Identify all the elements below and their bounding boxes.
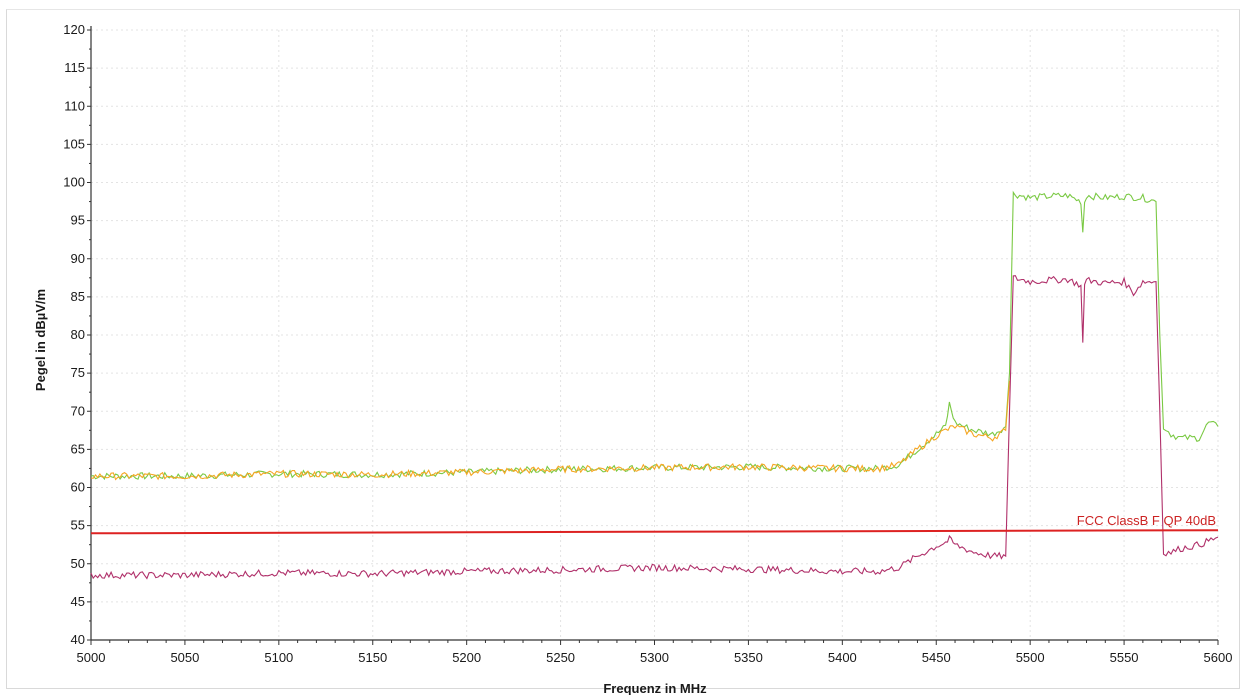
x-tick-label: 5200	[452, 650, 481, 665]
limit-line-label: FCC ClassB F QP 40dB	[1077, 513, 1216, 528]
x-tick-label: 5600	[1204, 650, 1233, 665]
y-tick-labels: 40 45 50 55 60 65 70 75 80 85 90 95 100 105 110 115 120	[63, 22, 85, 647]
y-tick-label: 120	[63, 22, 85, 37]
y-tick-label: 90	[71, 251, 85, 266]
x-tick-label: 5000	[77, 650, 106, 665]
y-tick-label: 40	[71, 632, 85, 647]
x-tick-label: 5500	[1016, 650, 1045, 665]
series-line-2	[90, 275, 1219, 580]
x-axis-title: Frequenz in MHz	[603, 681, 707, 695]
y-tick-label: 95	[71, 213, 85, 228]
y-tick-label: 80	[71, 327, 85, 342]
x-tick-label: 5050	[170, 650, 199, 665]
x-tick-label: 5250	[546, 650, 575, 665]
x-tick-labels: 5000 5050 5100 5150 5200 5250 5300 5350 5400 5450…	[77, 650, 1233, 665]
series-line-3	[90, 529, 1219, 535]
x-tick-label: 5100	[264, 650, 293, 665]
axes	[87, 26, 1219, 645]
y-tick-label: 70	[71, 403, 85, 418]
x-tick-label: 5350	[734, 650, 763, 665]
x-tick-label: 5450	[922, 650, 951, 665]
y-tick-label: 55	[71, 518, 85, 533]
y-tick-label: 105	[63, 136, 85, 151]
y-tick-label: 85	[71, 289, 85, 304]
y-tick-label: 50	[71, 556, 85, 571]
y-tick-label: 45	[71, 594, 85, 609]
y-tick-label: 110	[64, 98, 85, 113]
y-tick-label: 100	[63, 175, 85, 190]
x-tick-label: 5550	[1110, 650, 1139, 665]
series-group	[90, 190, 1219, 580]
y-axis-title: Pegel in dBµV/m	[33, 289, 48, 391]
x-tick-label: 5300	[640, 650, 669, 665]
x-tick-label: 5150	[358, 650, 387, 665]
y-tick-label: 60	[71, 480, 85, 495]
x-tick-label: 5400	[828, 650, 857, 665]
series-line-1	[90, 380, 1011, 481]
y-tick-label: 115	[64, 60, 85, 75]
y-tick-label: 75	[71, 365, 85, 380]
y-tick-label: 65	[71, 441, 85, 456]
grid	[91, 29, 1219, 640]
chart-frame	[6, 9, 1240, 689]
